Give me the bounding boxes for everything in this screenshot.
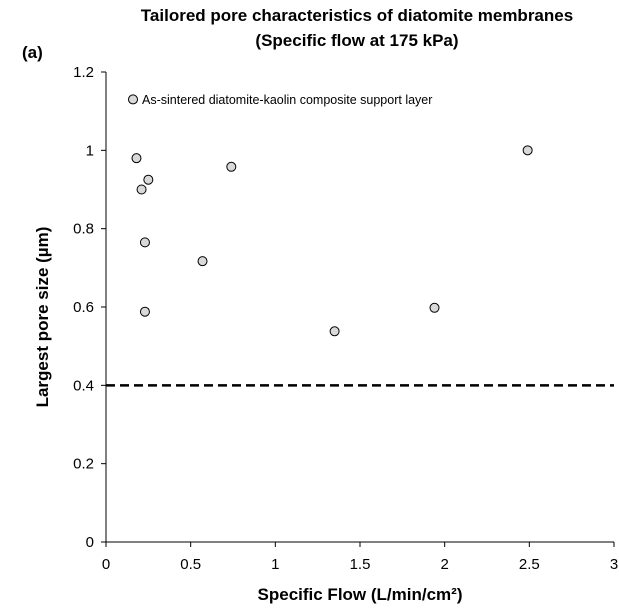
panel-label: (a) xyxy=(22,43,43,62)
data-point xyxy=(226,161,237,172)
y-tick-label: 1 xyxy=(86,142,94,159)
y-tick-label: 0 xyxy=(86,534,94,551)
x-tick-label: 2 xyxy=(440,556,448,573)
y-tick-label: 1.2 xyxy=(73,64,94,81)
data-point xyxy=(522,145,533,156)
x-tick-label: 2.5 xyxy=(519,556,540,573)
x-axis-label: Specific Flow (L/min/cm²) xyxy=(257,585,463,604)
x-tick-label: 1 xyxy=(271,556,279,573)
data-point xyxy=(143,174,154,185)
y-tick-label: 0.6 xyxy=(73,299,94,316)
chart-title: Tailored pore characteristics of diatomi… xyxy=(140,6,574,25)
legend-label: As-sintered diatomite-kaolin composite s… xyxy=(142,93,432,107)
data-point xyxy=(329,326,340,337)
y-tick-label: 0.4 xyxy=(73,377,94,394)
data-point xyxy=(136,184,147,195)
data-point xyxy=(131,153,142,164)
y-tick-label: 0.8 xyxy=(73,221,94,238)
data-point xyxy=(139,306,150,317)
data-point xyxy=(139,237,150,248)
x-tick-label: 1.5 xyxy=(350,556,371,573)
chart-subtitle: (Specific flow at 175 kPa) xyxy=(255,31,459,50)
legend-marker xyxy=(128,94,138,105)
y-tick-label: 0.2 xyxy=(73,456,94,473)
data-point xyxy=(197,256,208,267)
x-tick-label: 3 xyxy=(610,556,618,573)
x-tick-label: 0 xyxy=(102,556,110,573)
data-point xyxy=(429,302,440,313)
x-tick-label: 0.5 xyxy=(180,556,201,573)
